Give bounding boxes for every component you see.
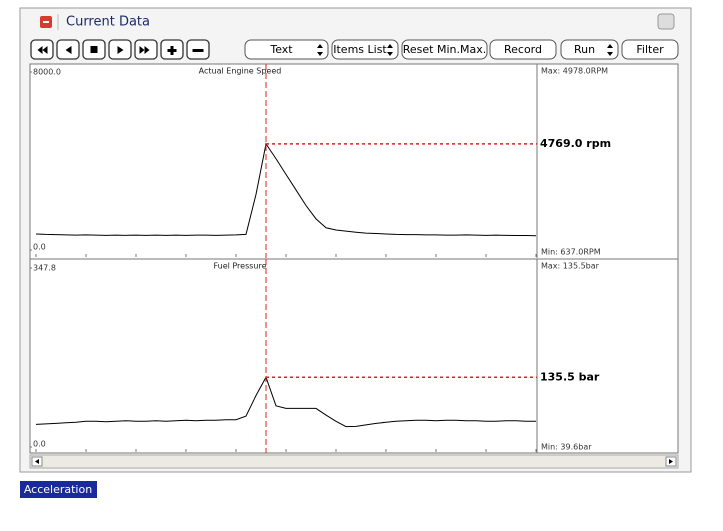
min-label: Min: 39.6bar [541, 443, 592, 452]
icon-glyph [90, 46, 98, 53]
button-label: Reset Min.Max. [403, 43, 486, 56]
toolbar-button[interactable] [560, 39, 619, 60]
toolbar: Text Items List Reset Min.Max. Record Run Fil… [30, 39, 679, 60]
trace [35, 142, 537, 237]
scrollbar[interactable] [29, 454, 679, 469]
toolbar-button[interactable] [401, 39, 488, 60]
y-tick-label: 0.0 [33, 243, 46, 252]
chart-title: Fuel Pressure [213, 262, 266, 271]
max-label: Max: 135.5bar [541, 262, 600, 271]
spinner [317, 44, 323, 56]
icon-glyph [167, 46, 177, 55]
icon-glyph [65, 46, 72, 54]
spinner [387, 44, 393, 56]
icon-glyph [139, 46, 150, 54]
window-title: Current Data [66, 15, 150, 30]
y-tick-label: 347.8 [33, 264, 56, 273]
toolbar-button[interactable] [331, 39, 399, 60]
icon-glyph [37, 46, 48, 54]
button-label: Items List [333, 43, 387, 56]
y-tick-label: 0.0 [33, 440, 46, 449]
toolbar-button[interactable] [621, 39, 679, 60]
menu-icon[interactable] [657, 13, 675, 30]
button-label: Text [269, 43, 293, 56]
toolbar-button[interactable] [489, 39, 557, 60]
readout-label: 135.5 bar [540, 370, 600, 383]
close-glyph [43, 21, 49, 23]
status-label: Acceleration [24, 483, 92, 496]
button-label: Record [504, 43, 542, 56]
icon-glyph [117, 46, 124, 54]
button-label: Filter [636, 43, 664, 56]
icon-glyph [192, 49, 204, 52]
trace [35, 376, 536, 428]
min-label: Min: 637.0RPM [541, 248, 601, 257]
arrow [669, 459, 673, 464]
y-tick-label: 8000.0 [33, 68, 61, 77]
chart-title: Actual Engine Speed [199, 67, 282, 76]
status-tag[interactable] [20, 481, 97, 498]
spinner [607, 44, 613, 56]
button-label: Run [574, 43, 595, 56]
max-label: Max: 4978.0RPM [541, 67, 608, 76]
toolbar-button[interactable] [244, 39, 329, 60]
readout-label: 4769.0 rpm [540, 137, 611, 150]
arrow [35, 459, 39, 464]
